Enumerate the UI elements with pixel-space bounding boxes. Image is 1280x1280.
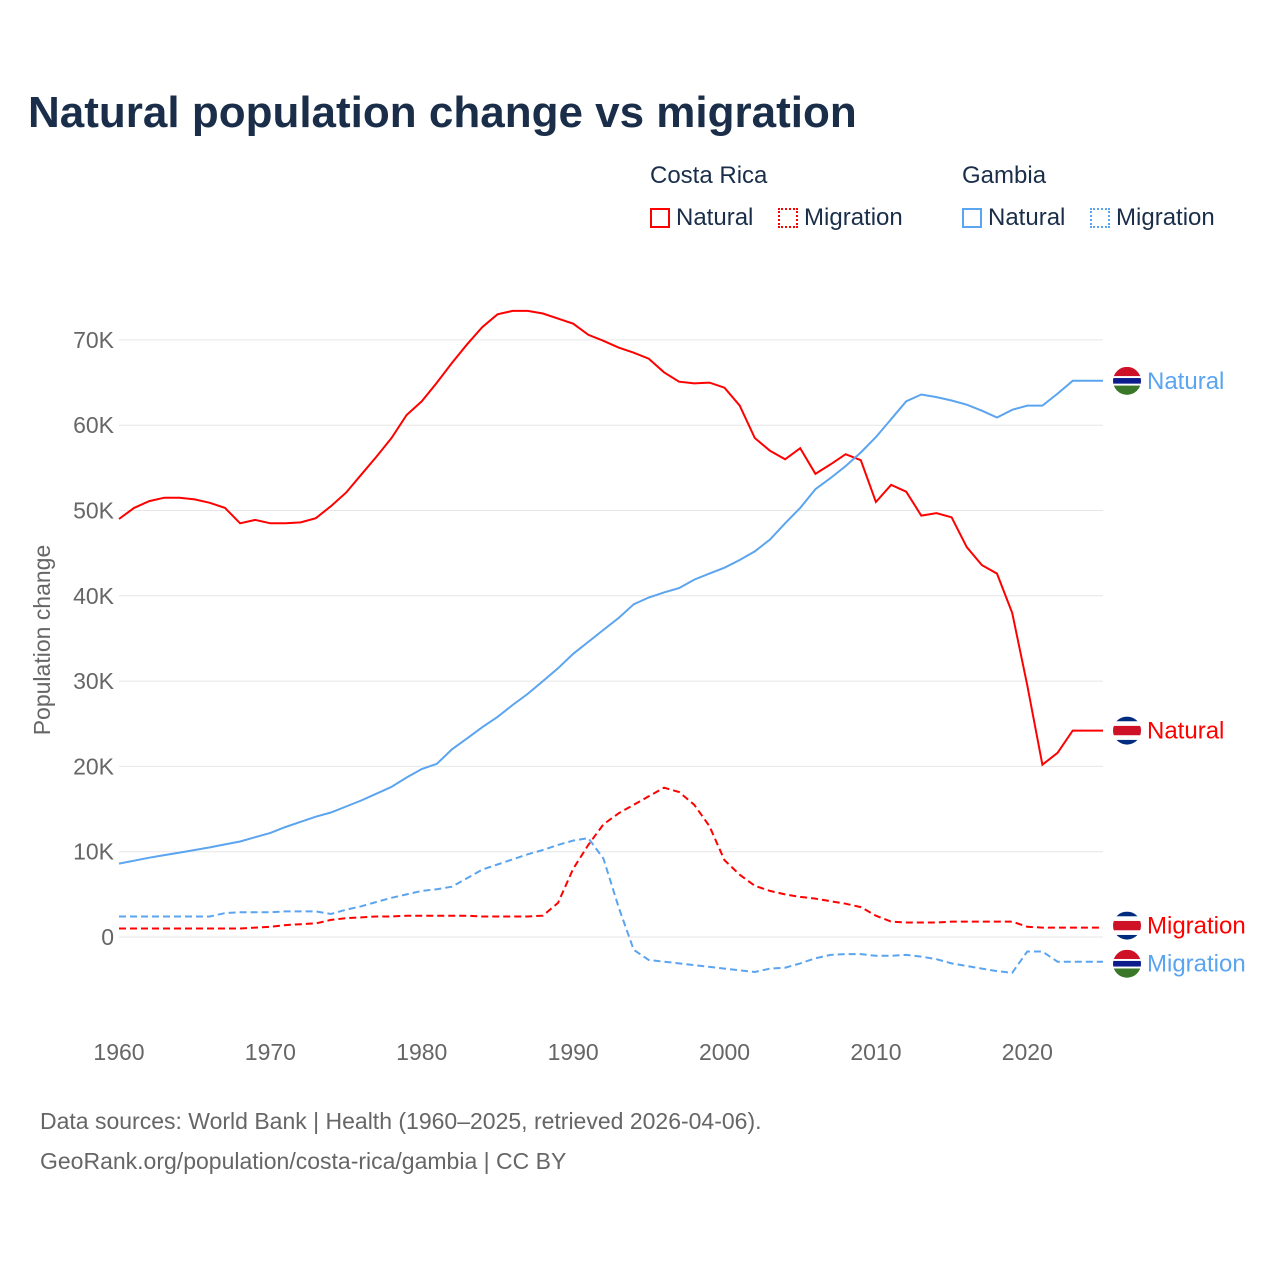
y-axis-label: Population change bbox=[29, 545, 55, 736]
legend-item-gm-natural[interactable]: Natural bbox=[962, 204, 1065, 232]
legend-label: Migration bbox=[1116, 204, 1215, 231]
legend-item-cr-migration[interactable]: Migration bbox=[778, 204, 903, 232]
y-tick-label: 30K bbox=[73, 668, 115, 694]
gambia-flag-icon bbox=[1113, 949, 1141, 978]
costa-rica-flag-icon bbox=[1113, 911, 1141, 940]
y-tick-label: 70K bbox=[73, 327, 115, 353]
x-tick-label: 1970 bbox=[245, 1039, 296, 1065]
series-end-label: Migration bbox=[1147, 913, 1246, 940]
solid-swatch-icon bbox=[962, 208, 982, 228]
x-tick-label: 1960 bbox=[93, 1039, 144, 1065]
y-tick-label: 40K bbox=[73, 583, 115, 609]
footer-attribution[interactable]: GeoRank.org/population/costa-rica/gambia… bbox=[40, 1148, 567, 1174]
legend-group-name: Costa Rica bbox=[650, 162, 768, 189]
costa-rica-flag-icon bbox=[1113, 716, 1141, 745]
footer-sources: Data sources: World Bank | Health (1960–… bbox=[40, 1108, 762, 1134]
legend-costa-rica: Costa Rica Natural Migration bbox=[650, 162, 921, 235]
chart-title: Natural population change vs migration bbox=[28, 88, 857, 137]
legend-gambia: Gambia Natural Migration bbox=[962, 162, 1215, 235]
y-tick-label: 50K bbox=[73, 498, 115, 524]
legend-group-name: Gambia bbox=[962, 162, 1047, 189]
gambia-flag-icon bbox=[1113, 366, 1141, 395]
series-line-costa-rica-migration bbox=[119, 786, 1103, 930]
solid-swatch-icon bbox=[650, 208, 670, 228]
series-line-costa-rica-natural bbox=[118, 309, 1103, 767]
x-tick-label: 1990 bbox=[548, 1039, 599, 1065]
legend-label: Natural bbox=[676, 204, 754, 231]
x-tick-label: 2020 bbox=[1002, 1039, 1053, 1065]
legend-label: Natural bbox=[988, 204, 1066, 231]
x-tick-label: 1980 bbox=[396, 1039, 447, 1065]
series-end-label: Natural bbox=[1147, 368, 1224, 395]
legend-item-cr-natural[interactable]: Natural bbox=[650, 204, 753, 232]
series-end-label: Natural bbox=[1147, 718, 1224, 745]
y-tick-label: 10K bbox=[73, 839, 115, 865]
dotted-swatch-icon bbox=[778, 208, 799, 228]
series-line-gambia-natural bbox=[118, 379, 1103, 865]
dotted-swatch-icon bbox=[1090, 208, 1111, 228]
y-tick-label: 20K bbox=[73, 753, 115, 779]
y-tick-label: 0 bbox=[101, 924, 114, 950]
x-tick-label: 2000 bbox=[699, 1039, 750, 1065]
y-tick-label: 60K bbox=[73, 412, 115, 438]
x-tick-label: 2010 bbox=[850, 1039, 901, 1065]
legend-label: Migration bbox=[804, 204, 903, 231]
series-line-gambia-migration bbox=[119, 837, 1103, 974]
legend-item-gm-migration[interactable]: Migration bbox=[1090, 204, 1215, 232]
series-end-label: Migration bbox=[1147, 951, 1246, 978]
